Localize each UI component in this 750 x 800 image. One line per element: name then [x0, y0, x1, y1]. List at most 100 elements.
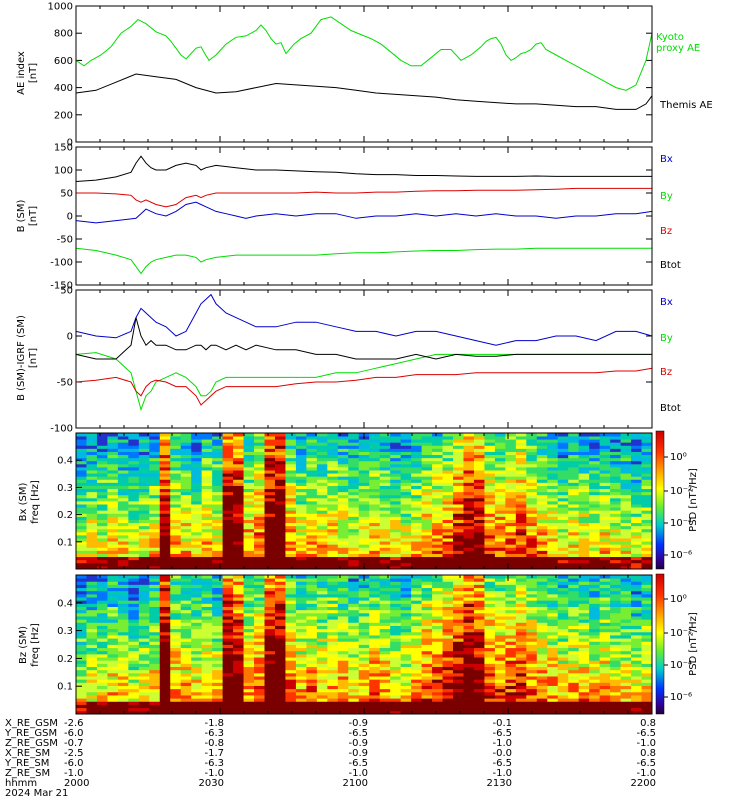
bsm-ylabel-1: B (SM) [16, 199, 27, 232]
heatmap-cell [599, 550, 611, 554]
heatmap-cell [610, 666, 621, 671]
heatmap-cell [379, 535, 391, 539]
heatmap-cell [494, 606, 506, 611]
heatmap-cell [201, 491, 213, 496]
heatmap-cell [515, 581, 527, 585]
heatmap-cell [599, 710, 611, 715]
heatmap-cell [578, 575, 590, 579]
heatmap-cell [180, 590, 192, 595]
heatmap-cell [96, 544, 108, 548]
heatmap-cell [536, 587, 548, 592]
heatmap-cell [641, 510, 653, 514]
heatmap-cell [243, 451, 255, 456]
heatmap-cell [379, 644, 391, 649]
heatmap-cell [526, 460, 538, 465]
heatmap-cell [117, 485, 129, 490]
heatmap-cell [86, 451, 98, 456]
heatmap-cell [526, 679, 538, 683]
heatmap-cell [316, 519, 328, 524]
heatmap-cell [212, 522, 224, 527]
heatmap-cell [285, 516, 297, 520]
heatmap-cell [453, 653, 464, 658]
heatmap-cell [306, 473, 318, 477]
heatmap-cell [589, 669, 601, 674]
heatmap-cell [421, 587, 433, 592]
heatmap-cell [536, 638, 548, 642]
heatmap-cell [557, 528, 569, 533]
heatmap-cell [191, 559, 203, 564]
heatmap-cell [547, 647, 559, 652]
heatmap-cell [369, 701, 381, 705]
heatmap-cell [536, 513, 548, 517]
heatmap-cell [610, 704, 621, 709]
heatmap-cell [295, 445, 307, 449]
heatmap-cell [568, 593, 580, 598]
heatmap-cell [348, 609, 360, 614]
heatmap-cell [505, 531, 517, 536]
y-tick-label: -100 [50, 424, 73, 435]
heatmap-cell [243, 650, 255, 655]
heatmap-cell [526, 538, 538, 542]
heatmap-cell [494, 531, 506, 536]
heatmap-cell [557, 666, 569, 671]
heatmap-cell [243, 485, 255, 490]
heatmap-cell [170, 470, 182, 474]
heatmap-cell [421, 463, 433, 468]
heatmap-cell [599, 491, 611, 496]
heatmap-cell [379, 439, 391, 443]
heatmap-cell [411, 590, 422, 595]
heatmap-cell [578, 685, 590, 690]
heatmap-cell [180, 439, 192, 443]
heatmap-cell [76, 688, 87, 693]
heatmap-cell [599, 676, 611, 680]
heatmap-cell [400, 485, 412, 490]
heatmap-cell [128, 501, 140, 505]
heatmap-cell [138, 519, 150, 524]
heatmap-cell [316, 439, 328, 443]
heatmap-cell [274, 433, 286, 437]
heatmap-cell [390, 531, 402, 536]
heatmap-cell [128, 535, 140, 539]
heatmap-cell [526, 535, 538, 539]
heatmap-cell [128, 647, 140, 652]
heatmap-cell [536, 488, 548, 493]
heatmap-cell [96, 619, 108, 623]
heatmap-cell [264, 451, 276, 456]
heatmap-cell [159, 562, 171, 567]
heatmap-cell [212, 538, 224, 542]
heatmap-cell [96, 559, 108, 564]
heatmap-cell [117, 698, 129, 702]
heatmap-cell [295, 436, 307, 440]
heatmap-cell [212, 685, 224, 690]
heatmap-cell [117, 657, 129, 661]
heatmap-cell [233, 644, 244, 649]
heatmap-cell [295, 457, 307, 462]
heatmap-cell [453, 457, 464, 462]
heatmap-cell [589, 698, 601, 702]
heatmap-cell [390, 528, 402, 533]
heatmap-cell [337, 470, 349, 474]
heatmap-cell [138, 616, 150, 620]
heatmap-cell [274, 682, 286, 686]
heatmap-cell [589, 507, 601, 511]
heatmap-cell [348, 550, 360, 554]
heatmap-cell [620, 460, 632, 465]
heatmap-cell [180, 578, 192, 582]
heatmap-cell [400, 682, 412, 686]
heatmap-cell [233, 641, 244, 645]
heatmap-cell [526, 454, 538, 459]
heatmap-cell [222, 485, 234, 490]
heatmap-cell [390, 482, 402, 486]
heatmap-cell [505, 565, 517, 570]
bsm-frame [75, 146, 653, 286]
heatmap-cell [233, 657, 244, 661]
heatmap-cell [505, 707, 517, 712]
heatmap-cell [306, 476, 318, 480]
heatmap-cell [264, 433, 276, 437]
heatmap-cell [264, 590, 276, 595]
heatmap-cell [191, 685, 203, 690]
heatmap-cell [473, 619, 485, 623]
heatmap-cell [421, 507, 433, 511]
heatmap-cell [295, 479, 307, 483]
heatmap-cell [390, 584, 402, 589]
